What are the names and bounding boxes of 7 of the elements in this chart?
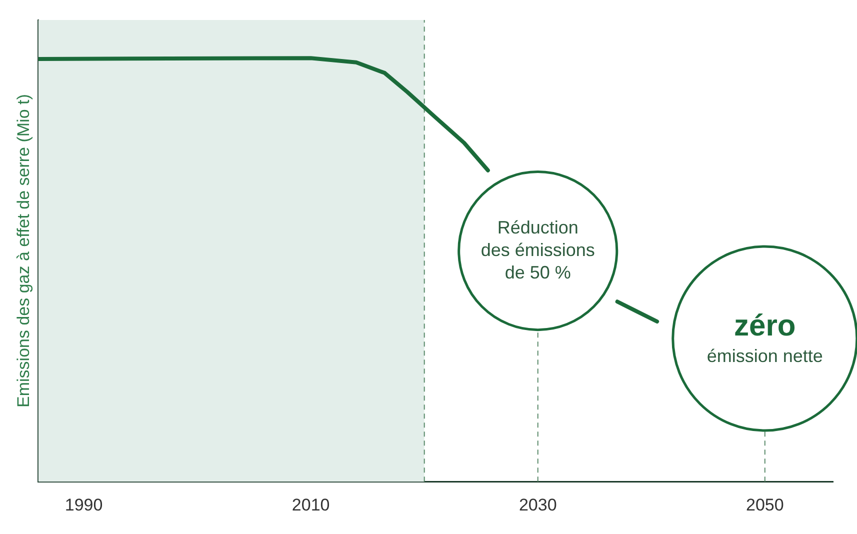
annotation: Réduction des émissions de 50 % xyxy=(480,217,595,282)
x-tick-label: 1990 xyxy=(64,495,103,514)
x-tick-label: 2030 xyxy=(518,495,557,514)
annotation: zéro émission nette xyxy=(706,310,823,366)
x-tick-label: 2050 xyxy=(746,495,784,514)
x-tick-label: 2010 xyxy=(292,495,330,514)
y-axis-title: Emissions des gaz à effet de serre (Mio t) xyxy=(14,94,33,408)
